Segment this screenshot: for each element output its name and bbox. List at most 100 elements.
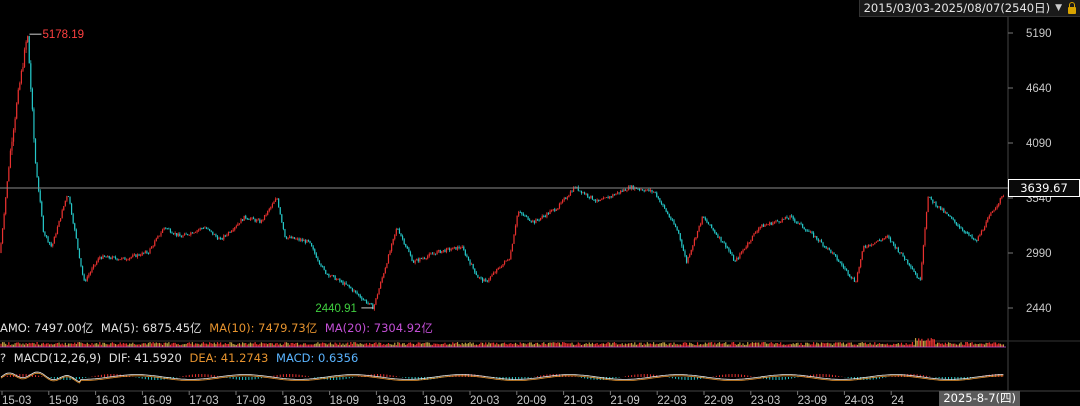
candle-body	[590, 195, 592, 198]
candle-body	[449, 248, 451, 251]
date-range-selector[interactable]: 2015/03/03-2025/08/07(2540日) ▼	[858, 0, 1080, 17]
volume-bar	[580, 344, 583, 347]
volume-bar	[751, 342, 754, 347]
macd-histogram-bar	[929, 376, 931, 377]
time-tick-label: 22-09	[704, 395, 733, 406]
volume-bar	[52, 344, 54, 347]
candle-body	[300, 239, 302, 241]
candle-body	[118, 259, 120, 261]
candle-body	[571, 191, 573, 193]
volume-bar	[77, 342, 79, 347]
macd-histogram-bar	[141, 377, 143, 379]
candle-body	[860, 259, 862, 268]
volume-bar	[469, 342, 471, 347]
candle-body	[23, 49, 26, 67]
candle-body	[660, 202, 663, 204]
macd-histogram-bar	[198, 374, 200, 377]
time-axis: 15-03 15-09 16-03 16-09 17-03 17-09 18-03 18-09…	[1, 391, 905, 406]
macd-histogram-bar	[289, 374, 291, 377]
volume-bar	[900, 342, 903, 347]
volume-bar	[552, 342, 554, 347]
candle-body	[726, 247, 728, 248]
volume-bar	[569, 343, 572, 347]
candle-body	[558, 203, 561, 209]
candle-body	[717, 234, 719, 238]
volume-bar	[50, 343, 52, 347]
candle-body	[66, 196, 68, 201]
macd-histogram-bar	[631, 375, 633, 377]
macd-histogram-bar	[75, 377, 77, 380]
volume-bar	[113, 343, 115, 347]
candle-body	[177, 233, 179, 236]
volume-bar	[224, 343, 226, 347]
volume-bar	[306, 344, 308, 347]
candle-body	[591, 195, 594, 200]
volume-bar	[558, 342, 561, 347]
volume-bar	[568, 343, 570, 347]
macd-name[interactable]: MACD(12,26,9)	[13, 351, 102, 365]
volume-bar	[41, 343, 43, 347]
macd-histogram-bar	[935, 377, 937, 378]
macd-histogram-bar	[825, 374, 827, 377]
volume-bar	[464, 342, 466, 347]
macd-histogram-bar	[922, 375, 924, 377]
volume-bar	[201, 343, 203, 347]
help-icon[interactable]: ?	[0, 351, 7, 365]
candle-body	[445, 248, 448, 253]
volume-bar	[166, 343, 168, 347]
volume-bar	[332, 344, 335, 347]
macd-histogram-bar	[618, 377, 620, 378]
volume-bar	[764, 342, 766, 347]
candle-body	[263, 214, 266, 220]
candle-body	[886, 236, 888, 237]
volume-bar	[725, 342, 727, 347]
macd-histogram-bar	[107, 374, 109, 377]
candle-body	[52, 243, 54, 247]
lock-icon[interactable]	[1068, 1, 1076, 14]
candle-body	[819, 240, 821, 242]
candle-body	[260, 220, 263, 223]
candle-body	[736, 257, 738, 261]
candle-body	[460, 248, 462, 249]
candle-body	[199, 228, 201, 230]
candle-body	[798, 223, 801, 224]
candle-body	[61, 210, 63, 219]
candle-body	[220, 238, 222, 239]
candle-body	[615, 193, 617, 196]
volume-bar	[403, 343, 405, 347]
candle-body	[365, 300, 368, 304]
candle-body	[769, 222, 771, 225]
macd-histogram-bar	[53, 377, 55, 379]
volume-bar	[220, 342, 222, 347]
volume-bar	[205, 343, 208, 347]
candle-body	[224, 235, 226, 237]
candle-body	[740, 252, 743, 254]
volume-bar	[831, 344, 834, 347]
candle-body	[345, 282, 347, 285]
macd-histogram-bar	[700, 377, 702, 379]
macd-histogram-bar	[948, 377, 950, 380]
volume-bar	[152, 342, 154, 347]
volume-bar	[646, 342, 648, 347]
candle-body	[577, 186, 579, 191]
candle-body	[940, 206, 942, 210]
candle-body	[626, 190, 628, 192]
volume-bar	[980, 343, 983, 347]
volume-bar	[216, 342, 219, 347]
candle-body	[828, 247, 830, 250]
chevron-down-icon[interactable]: ▼	[1055, 3, 1062, 13]
macd-histogram-bar	[518, 377, 520, 380]
candle-body	[905, 259, 907, 261]
volume-bar	[930, 338, 932, 347]
candle-body	[315, 253, 317, 258]
candle-body	[303, 240, 305, 242]
price-tick-label: 5190	[1026, 28, 1052, 40]
time-tick-label: 17-09	[236, 395, 265, 406]
candle-body	[245, 215, 247, 219]
volume-bar	[256, 344, 258, 347]
volume-bar	[303, 343, 305, 347]
candle-body	[582, 192, 584, 194]
candle-body	[419, 258, 421, 262]
volume-bar	[701, 344, 703, 347]
